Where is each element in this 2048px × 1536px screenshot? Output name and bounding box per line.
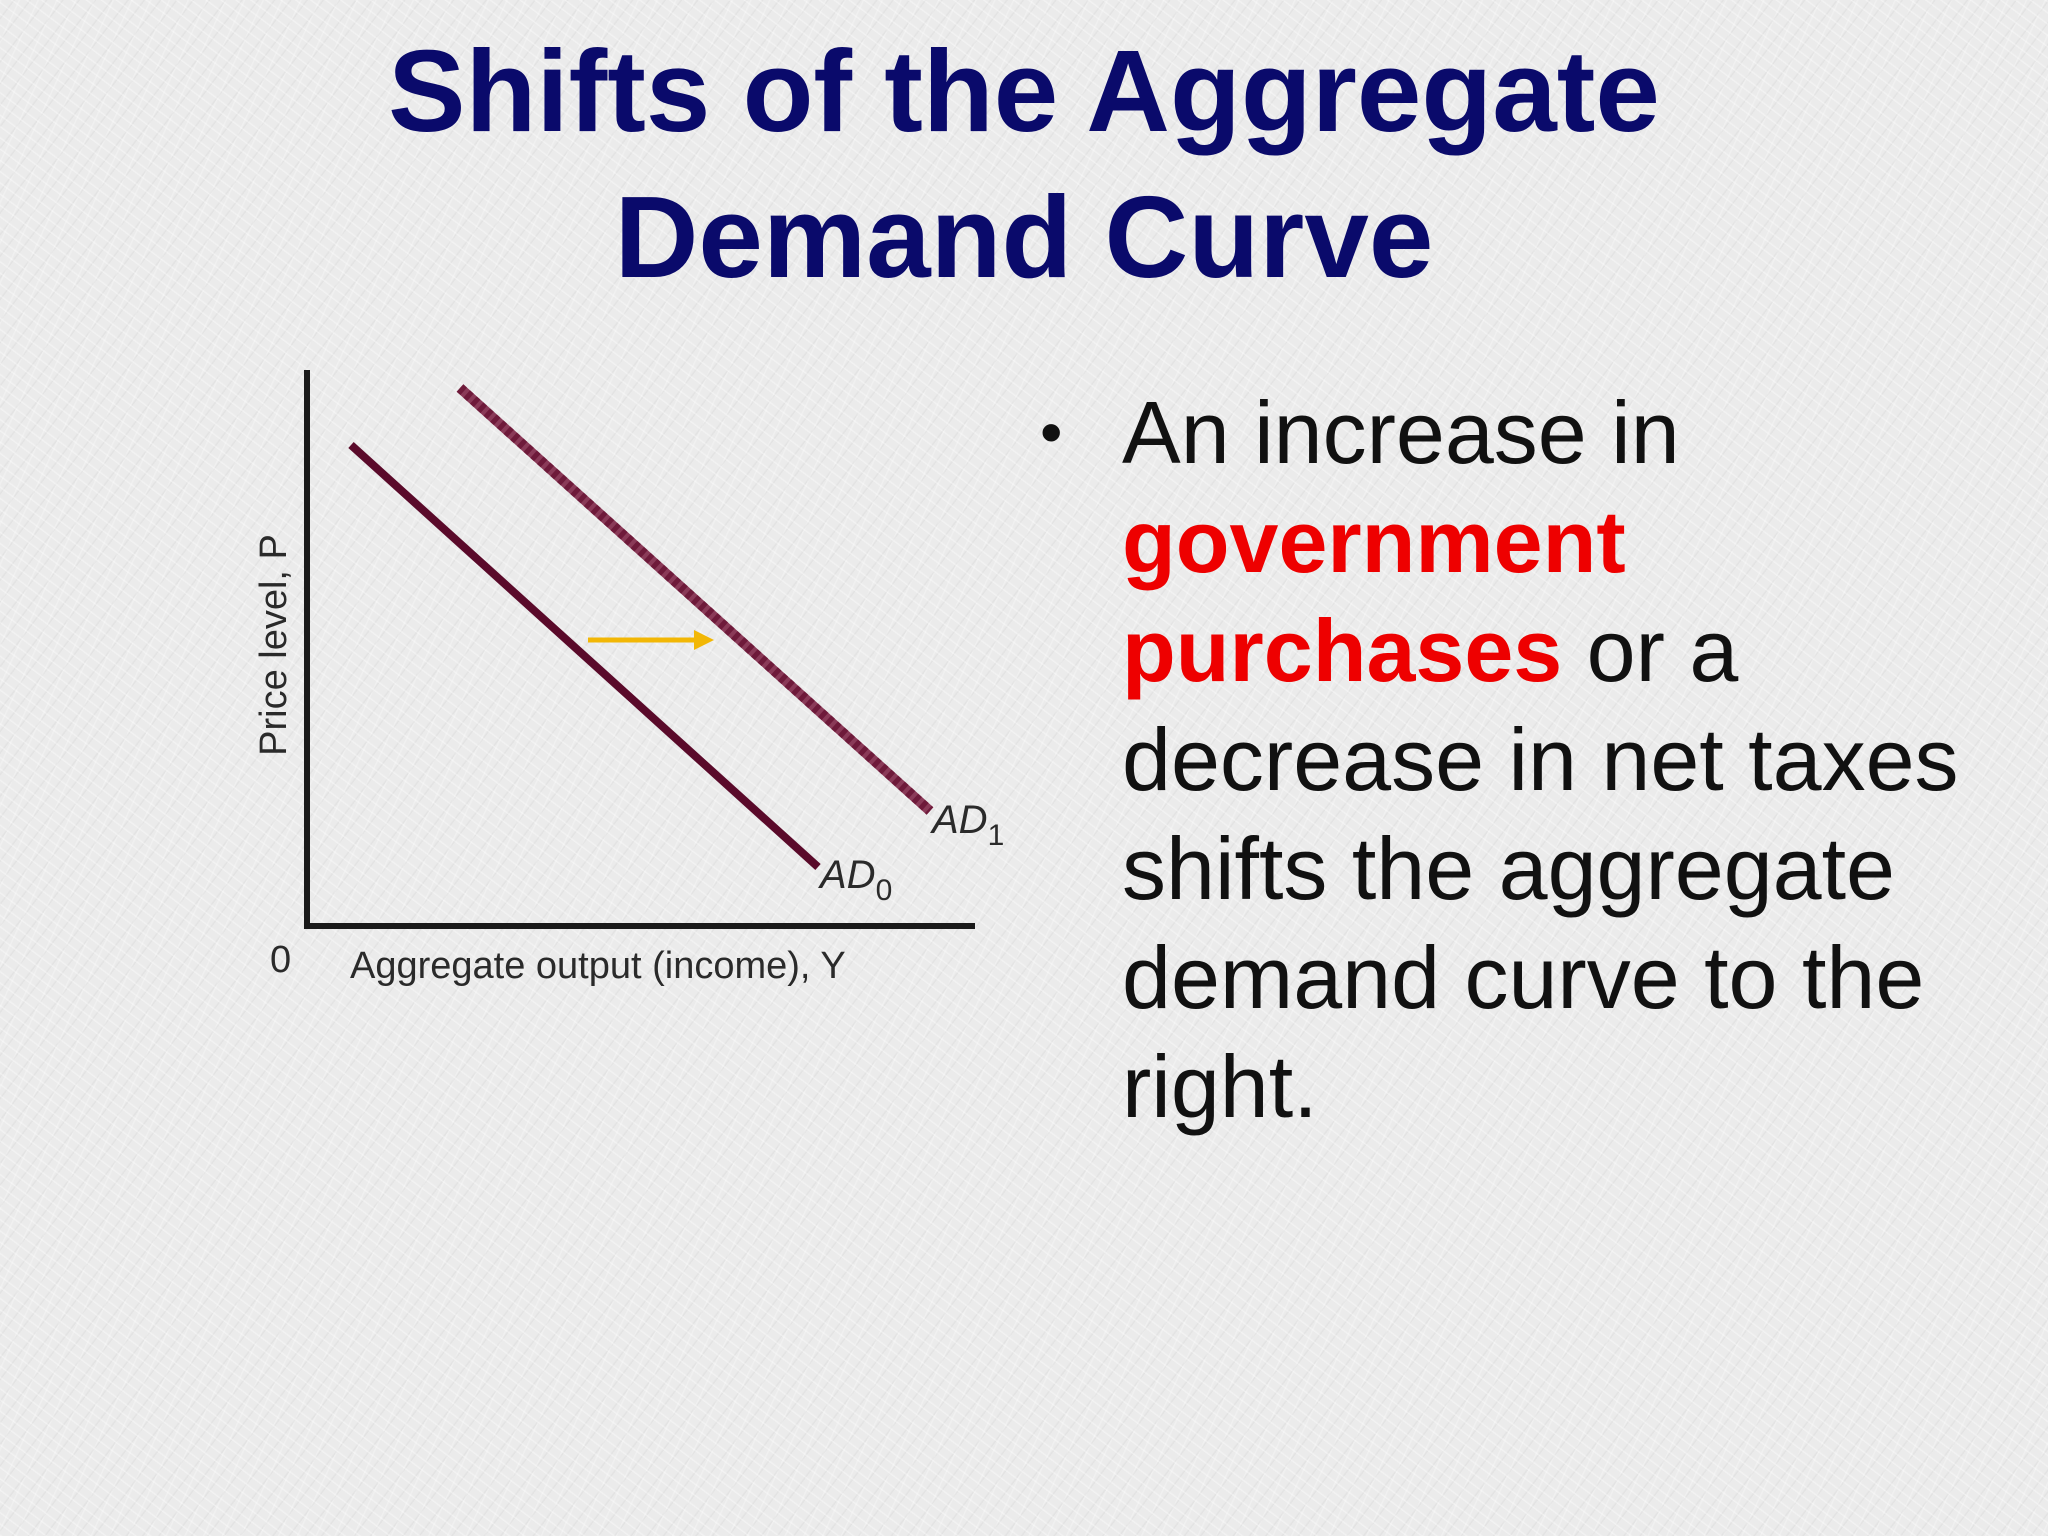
slide-title: Shifts of the Aggregate Demand Curve: [0, 18, 2048, 310]
chart-marks: [304, 370, 975, 929]
curve-label-ad1-sub: 1: [988, 819, 1005, 852]
curve-label-ad1-main: AD: [930, 798, 988, 842]
curve-label-ad0-main: AD: [818, 853, 876, 897]
curve-label-ad0: AD0: [818, 853, 892, 907]
curve-ad0: [348, 442, 821, 870]
curve-label-ad0-sub: 0: [876, 874, 893, 907]
bullet-marker: •: [1040, 396, 1063, 468]
title-line-2: Demand Curve: [614, 172, 1434, 302]
title-line-1: Shifts of the Aggregate: [388, 26, 1660, 156]
bullet-item: • An increase in government purchases or…: [1040, 378, 2000, 1141]
bullet-text-after: or a decrease in net taxes shifts the ag…: [1122, 601, 1959, 1136]
emphasis-government: government: [1122, 492, 1626, 591]
bullet-list: • An increase in government purchases or…: [1040, 378, 2000, 1141]
y-axis-label: Price level, P: [253, 534, 295, 756]
shift-arrow-head: [694, 630, 714, 650]
origin-label: 0: [270, 939, 291, 981]
curve-ad1: [456, 384, 934, 815]
x-axis-label: Aggregate output (income), Y: [350, 945, 846, 987]
curve-label-ad1: AD1: [930, 798, 1004, 852]
bullet-text-before: An increase in: [1122, 383, 1680, 482]
emphasis-purchases: purchases: [1122, 601, 1563, 700]
